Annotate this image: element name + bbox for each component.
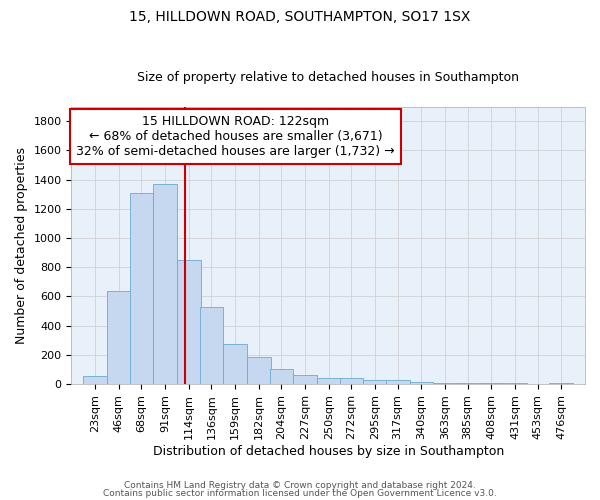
Bar bbox=[107, 290, 131, 384]
Bar bbox=[200, 306, 223, 384]
Bar bbox=[363, 380, 387, 384]
Text: Contains public sector information licensed under the Open Government Licence v3: Contains public sector information licen… bbox=[103, 488, 497, 498]
Bar bbox=[83, 376, 107, 384]
Bar bbox=[386, 380, 410, 384]
Text: 15 HILLDOWN ROAD: 122sqm
← 68% of detached houses are smaller (3,671)
32% of sem: 15 HILLDOWN ROAD: 122sqm ← 68% of detach… bbox=[76, 115, 395, 158]
Bar bbox=[177, 260, 200, 384]
Text: Contains HM Land Registry data © Crown copyright and database right 2024.: Contains HM Land Registry data © Crown c… bbox=[124, 481, 476, 490]
Bar bbox=[223, 344, 247, 384]
Bar bbox=[269, 369, 293, 384]
Bar bbox=[293, 374, 317, 384]
Bar bbox=[130, 192, 153, 384]
Bar bbox=[247, 357, 271, 384]
Bar bbox=[550, 382, 573, 384]
Y-axis label: Number of detached properties: Number of detached properties bbox=[15, 147, 28, 344]
Title: Size of property relative to detached houses in Southampton: Size of property relative to detached ho… bbox=[137, 72, 519, 85]
X-axis label: Distribution of detached houses by size in Southampton: Distribution of detached houses by size … bbox=[152, 444, 504, 458]
Bar bbox=[317, 378, 341, 384]
Text: 15, HILLDOWN ROAD, SOUTHAMPTON, SO17 1SX: 15, HILLDOWN ROAD, SOUTHAMPTON, SO17 1SX bbox=[130, 10, 470, 24]
Bar bbox=[340, 378, 363, 384]
Bar bbox=[153, 184, 177, 384]
Bar bbox=[410, 382, 433, 384]
